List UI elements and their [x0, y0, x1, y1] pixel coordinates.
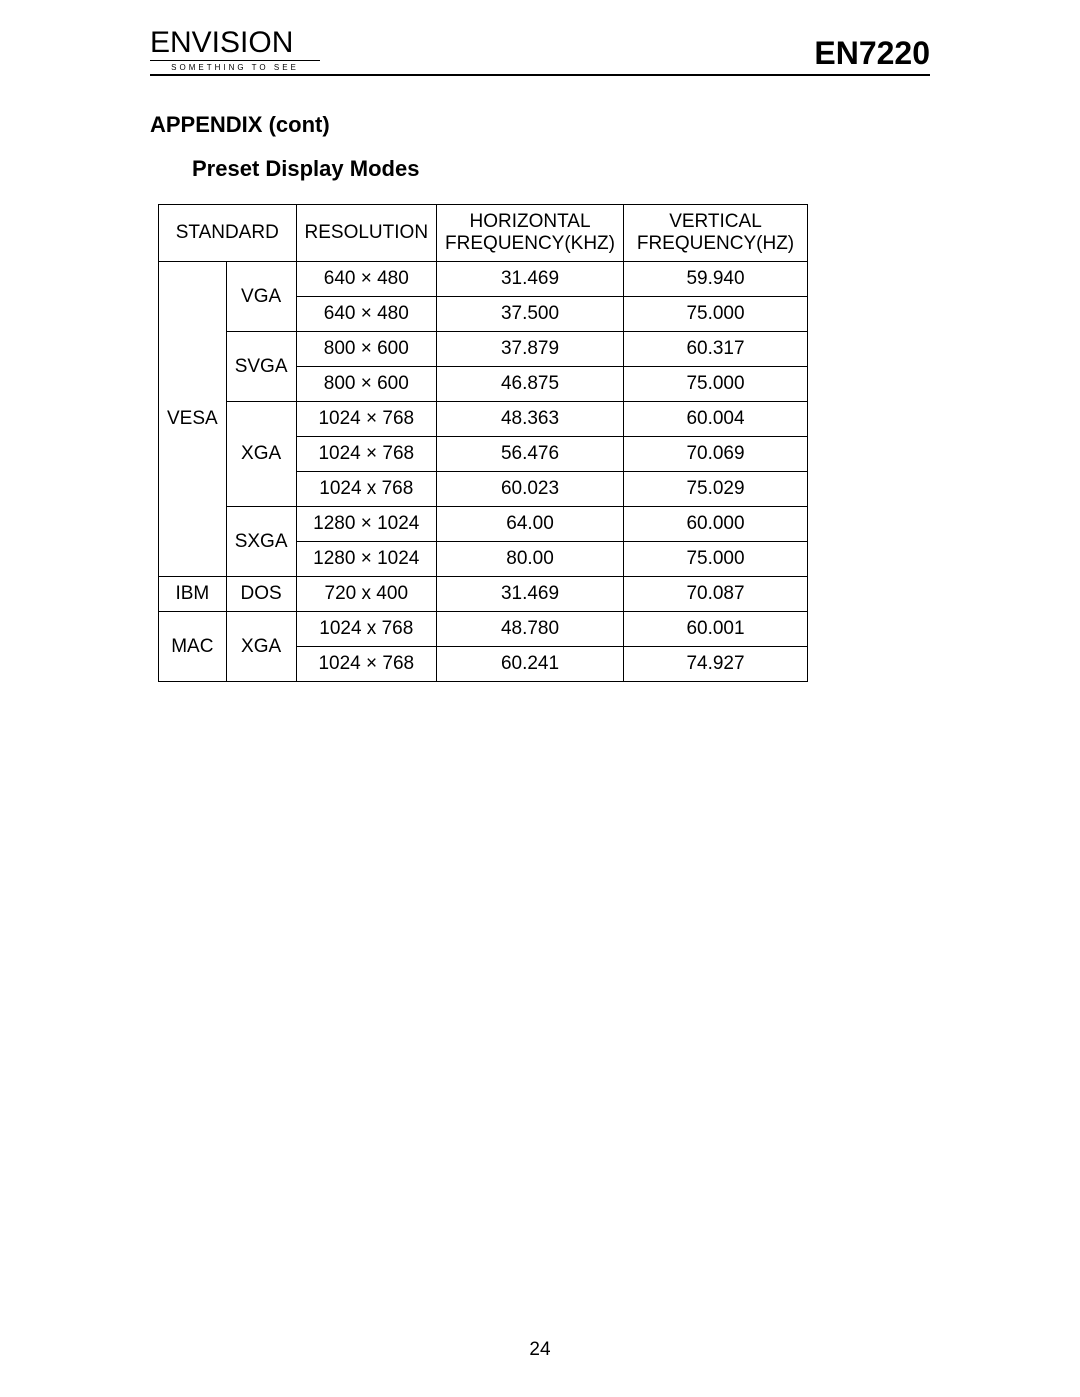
- cell-res: 640 × 480: [296, 297, 437, 332]
- appendix-title: APPENDIX (cont): [150, 112, 930, 138]
- col-vfreq-l1: VERTICAL: [669, 211, 762, 232]
- cell-res: 720 x 400: [296, 577, 437, 612]
- col-hfreq: HORIZONTAL FREQUENCY(KHZ): [437, 205, 624, 262]
- cell-hf: 31.469: [437, 577, 624, 612]
- page: ENVISION SOMETHING TO SEE EN7220 APPENDI…: [0, 0, 1080, 1397]
- cell-vf: 74.927: [624, 647, 808, 682]
- cell-res: 1024 x 768: [296, 472, 437, 507]
- brand-logo: ENVISION SOMETHING TO SEE: [150, 28, 320, 72]
- substd: VGA: [226, 262, 296, 332]
- col-vfreq-l2: FREQUENCY(HZ): [637, 233, 794, 254]
- cell-hf: 31.469: [437, 262, 624, 297]
- table-header-row: STANDARD RESOLUTION HORIZONTAL FREQUENCY…: [159, 205, 808, 262]
- col-standard: STANDARD: [159, 205, 297, 262]
- cell-res: 640 × 480: [296, 262, 437, 297]
- cell-res: 1024 × 768: [296, 437, 437, 472]
- cell-res: 1024 × 768: [296, 402, 437, 437]
- cell-hf: 37.879: [437, 332, 624, 367]
- cell-hf: 60.023: [437, 472, 624, 507]
- cell-hf: 56.476: [437, 437, 624, 472]
- substd: XGA: [226, 402, 296, 507]
- brand-tagline: SOMETHING TO SEE: [150, 64, 320, 72]
- cell-res: 800 × 600: [296, 367, 437, 402]
- substd: XGA: [226, 612, 296, 682]
- cell-vf: 60.004: [624, 402, 808, 437]
- substd: SVGA: [226, 332, 296, 402]
- cell-vf: 59.940: [624, 262, 808, 297]
- col-hfreq-l1: HORIZONTAL: [470, 211, 591, 232]
- cell-vf: 75.000: [624, 542, 808, 577]
- col-hfreq-l2: FREQUENCY(KHZ): [445, 233, 615, 254]
- cell-hf: 48.780: [437, 612, 624, 647]
- cell-res: 800 × 600: [296, 332, 437, 367]
- table-row: XGA 1024 × 768 48.363 60.004: [159, 402, 808, 437]
- cell-vf: 75.000: [624, 367, 808, 402]
- brand-underline: [150, 60, 320, 61]
- cell-res: 1280 × 1024: [296, 542, 437, 577]
- col-vfreq: VERTICAL FREQUENCY(HZ): [624, 205, 808, 262]
- cell-vf: 70.087: [624, 577, 808, 612]
- cell-vf: 75.029: [624, 472, 808, 507]
- substd: DOS: [226, 577, 296, 612]
- cell-res: 1280 × 1024: [296, 507, 437, 542]
- cell-vf: 70.069: [624, 437, 808, 472]
- brand-name: ENVISION: [150, 28, 320, 58]
- page-header: ENVISION SOMETHING TO SEE EN7220: [150, 28, 930, 76]
- table-row: SVGA 800 × 600 37.879 60.317: [159, 332, 808, 367]
- std-group: VESA: [159, 262, 227, 577]
- cell-vf: 75.000: [624, 297, 808, 332]
- cell-vf: 60.001: [624, 612, 808, 647]
- cell-hf: 64.00: [437, 507, 624, 542]
- cell-hf: 37.500: [437, 297, 624, 332]
- cell-hf: 60.241: [437, 647, 624, 682]
- section-subtitle: Preset Display Modes: [192, 156, 930, 182]
- cell-res: 1024 x 768: [296, 612, 437, 647]
- std-group: MAC: [159, 612, 227, 682]
- cell-vf: 60.317: [624, 332, 808, 367]
- substd: SXGA: [226, 507, 296, 577]
- model-number: EN7220: [814, 35, 930, 72]
- preset-modes-table: STANDARD RESOLUTION HORIZONTAL FREQUENCY…: [158, 204, 808, 682]
- table-row: IBM DOS 720 x 400 31.469 70.087: [159, 577, 808, 612]
- cell-hf: 48.363: [437, 402, 624, 437]
- cell-res: 1024 × 768: [296, 647, 437, 682]
- page-number: 24: [0, 1339, 1080, 1361]
- table-row: SXGA 1280 × 1024 64.00 60.000: [159, 507, 808, 542]
- std-group: IBM: [159, 577, 227, 612]
- table-row: VESA VGA 640 × 480 31.469 59.940: [159, 262, 808, 297]
- table-row: MAC XGA 1024 x 768 48.780 60.001: [159, 612, 808, 647]
- col-resolution: RESOLUTION: [296, 205, 437, 262]
- cell-hf: 46.875: [437, 367, 624, 402]
- cell-hf: 80.00: [437, 542, 624, 577]
- cell-vf: 60.000: [624, 507, 808, 542]
